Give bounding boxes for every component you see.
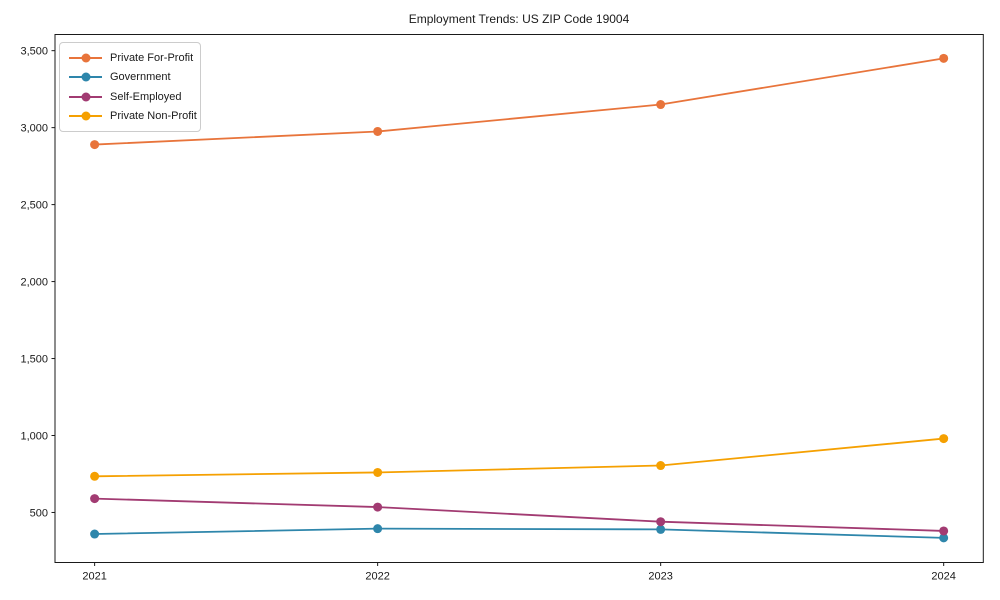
legend-item-label: Government <box>110 71 171 84</box>
legend-item-self-employed: Self-Employed <box>69 87 192 107</box>
chart-title: Employment Trends: US ZIP Code 19004 <box>409 12 630 26</box>
data-point-private-for-profit <box>656 100 666 110</box>
series-line-private-non-profit <box>93 437 945 478</box>
data-point-government <box>90 529 100 539</box>
series-line-private-for-profit <box>93 57 945 146</box>
legend-item-label: Private Non-Profit <box>110 110 197 123</box>
data-point-private-non-profit <box>373 467 383 477</box>
x-tick-label: 2021 <box>82 571 106 583</box>
y-tick-label: 1,500 <box>20 353 48 365</box>
data-point-private-for-profit <box>939 53 949 63</box>
y-tick-label: 3,000 <box>20 122 48 134</box>
legend-item-private-non-profit: Private Non-Profit <box>69 107 197 127</box>
data-point-private-non-profit <box>939 434 949 444</box>
data-point-private-for-profit <box>373 126 383 136</box>
y-tick-label: 1,000 <box>20 430 48 442</box>
data-point-private-for-profit <box>90 140 100 150</box>
legend-dot-icon <box>81 111 90 121</box>
y-tick-label: 2,500 <box>20 199 48 211</box>
data-point-government <box>656 524 666 534</box>
data-point-self-employed <box>656 517 666 527</box>
legend: Private For-Profit Government Self-Employe… <box>59 42 201 132</box>
data-point-government <box>373 524 383 534</box>
legend-item-label: Self-Employed <box>110 90 182 103</box>
data-point-government <box>939 533 949 543</box>
legend-line-marker-icon <box>69 111 102 121</box>
legend-item-label: Private For-Profit <box>110 51 194 64</box>
x-tick-label: 2023 <box>648 571 672 583</box>
series-line-self-employed <box>93 497 945 532</box>
legend-line-marker-icon <box>69 92 102 102</box>
x-tick-label: 2024 <box>931 571 955 583</box>
y-tick-label: 500 <box>30 507 48 519</box>
plot-frame <box>54 34 984 563</box>
y-tick-label: 3,500 <box>20 45 48 57</box>
data-point-private-non-profit <box>656 461 666 471</box>
legend-line-marker-icon <box>69 53 102 63</box>
legend-dot-icon <box>81 92 90 102</box>
y-tick-label: 2,000 <box>20 276 48 288</box>
data-point-self-employed <box>373 502 383 512</box>
x-tick-label: 2022 <box>365 571 389 583</box>
legend-dot-icon <box>81 72 90 82</box>
data-point-self-employed <box>939 526 949 536</box>
legend-line-marker-icon <box>69 72 102 82</box>
legend-item-private-for-profit: Private For-Profit <box>69 48 194 68</box>
data-point-private-non-profit <box>90 471 100 481</box>
legend-item-government: Government <box>69 68 192 88</box>
series-line-government <box>93 527 945 539</box>
legend-dot-icon <box>81 53 90 63</box>
data-point-self-employed <box>90 494 100 504</box>
